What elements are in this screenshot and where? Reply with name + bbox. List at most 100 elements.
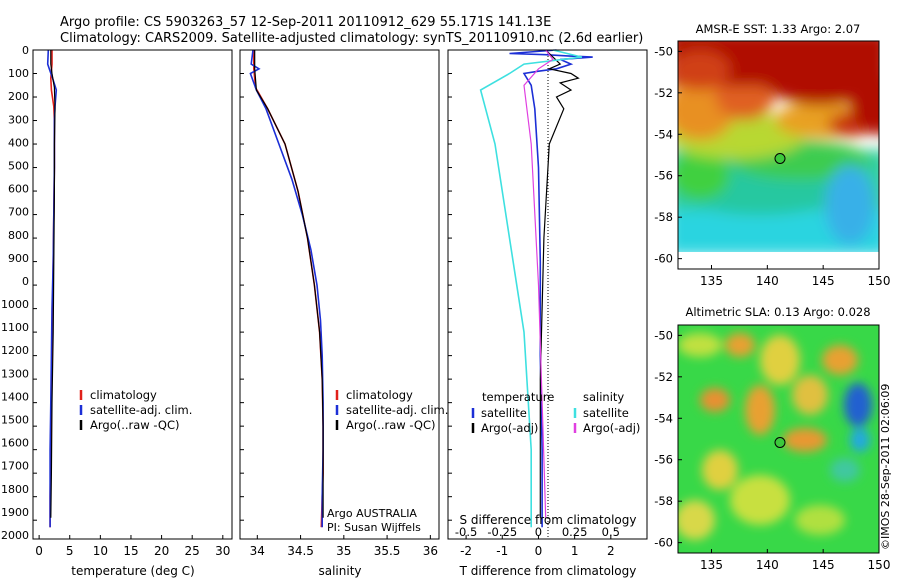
difference-xtick-label: 1 [571, 544, 579, 558]
temperature-ytick-label: 100 [8, 67, 29, 80]
salinity-panel: 34 34.5 35 35.5 36 salinity climatologysatel… [239, 49, 448, 578]
sla-argo-marker [774, 437, 786, 448]
difference-series-salinity-argo-adj- [523, 49, 554, 518]
difference-s-tick-label: -0.5 [455, 525, 477, 539]
salinity-series-climatology [253, 50, 324, 528]
salinity-xtick-label: 35 [336, 544, 351, 558]
difference-legend: temperature salinitysatelliteArgo(-adj)sa… [471, 390, 640, 435]
sla_map-xtick-label: 140 [756, 558, 779, 572]
temperature-xtick-label: 25 [185, 544, 200, 558]
temperature-ytick-label: 1800 [1, 483, 29, 496]
difference-legend-title-salinity: salinity [583, 390, 624, 404]
difference-s-xlabel: S difference from climatology [460, 513, 637, 527]
difference-legend-title-temperature: temperature [482, 390, 554, 404]
difference-xtick-label: 0 [535, 544, 543, 558]
temperature-ytick-label: 700 [8, 206, 29, 219]
difference-xticks: -2 -1 0 1 2 [460, 535, 615, 558]
sla-map-yticks: -50 -52 -54 -56 -58 -60 [654, 328, 682, 550]
sst_map-ytick-label: -52 [654, 86, 673, 100]
difference-series-temperature-satellite [509, 49, 593, 528]
temperature-ytick-label: 2000 [1, 529, 29, 542]
sst_map-ytick-label: -60 [654, 252, 673, 266]
temperature-xtick-label: 0 [35, 544, 43, 558]
sst-map-panel: AMSR-E SST: 1.33 Argo: 2.07 [654, 22, 890, 288]
difference-s-tick-label: 0.5 [602, 525, 620, 539]
difference-lines [448, 49, 593, 528]
temperature-xticks: 0 5 10 15 20 25 30 [35, 535, 230, 558]
salinity-xtick-label: 34.5 [287, 544, 314, 558]
sst_map-ytick-label: -54 [654, 127, 673, 141]
difference-s-tick-label: 0 [535, 525, 542, 539]
salinity-frame [239, 49, 440, 540]
sst_map-xtick-label: 150 [868, 274, 891, 288]
sst-heatmap [678, 41, 879, 269]
temperature-ytick-label: 1900 [1, 506, 29, 519]
sla-map-title: Altimetric SLA: 0.13 Argo: 0.028 [685, 305, 870, 319]
sla_map-xtick-label: 150 [868, 558, 891, 572]
difference-legend-label: satellite [481, 406, 527, 420]
temperature-xtick-label: 15 [123, 544, 138, 558]
sla_map-ytick-label: -58 [654, 494, 673, 508]
difference-series-salinity-satellite [479, 49, 583, 528]
salinity-legend-label: satellite-adj. clim. [346, 403, 448, 417]
figure-title-line2: Climatology: CARS2009. Satellite-adjuste… [60, 31, 643, 46]
sla-map-panel: Altimetric SLA: 0.13 Argo: 0.028 [654, 305, 890, 572]
temperature-legend-label: climatology [90, 388, 157, 402]
difference-legend-label: Argo(-adj) [481, 421, 538, 435]
temperature-xtick-label: 10 [93, 544, 108, 558]
figure-title-line1: Argo profile: CS 5903263_57 12-Sep-2011 … [60, 15, 551, 30]
sla_map-ytick-label: -50 [654, 328, 673, 342]
sla-map-frame [677, 324, 880, 554]
difference-legend-label: satellite [583, 406, 629, 420]
temperature-xtick-label: 5 [66, 544, 74, 558]
sst-map-xticks: 135 140 145 150 [700, 265, 890, 288]
temperature-ytick-label: 1300 [1, 367, 29, 380]
salinity-xlabel: salinity [318, 564, 361, 578]
sst-argo-marker [774, 153, 786, 164]
sst-map-yticks: -50 -52 -54 -56 -58 -60 [654, 44, 682, 266]
temperature-ytick-label: 1700 [1, 460, 29, 473]
salinity-xtick-label: 34 [250, 544, 265, 558]
salinity-xticks: 34 34.5 35 35.5 36 [250, 535, 438, 558]
sst_map-ytick-label: -58 [654, 210, 673, 224]
sla_map-xtick-label: 135 [700, 558, 723, 572]
temperature-ytick-label: 200 [8, 90, 29, 103]
difference-frame [447, 49, 648, 540]
salinity-legend-label: Argo(..raw -QC) [346, 418, 436, 432]
salinity-series-argo-raw-qc- [254, 50, 324, 518]
difference-t-xlabel: T difference from climatology [459, 564, 637, 578]
sla_map-ytick-label: -60 [654, 536, 673, 550]
temperature-xlabel: temperature (deg C) [71, 564, 194, 578]
difference-s-tick-label: 0.25 [562, 525, 588, 539]
salinity-series-satellite-adj-clim- [249, 49, 324, 528]
sst_map-xtick-label: 135 [700, 274, 723, 288]
temperature-ytick-label: 900 [8, 252, 29, 265]
temperature-frame [32, 49, 233, 540]
difference-panel: -2 -1 0 1 2 S difference from climatology -0… [447, 49, 648, 578]
temperature-xtick-label: 20 [154, 544, 169, 558]
temperature-legend-label: satellite-adj. clim. [90, 403, 192, 417]
sst-map-frame [677, 40, 880, 270]
difference-xtick-label: -1 [496, 544, 508, 558]
temperature-legend-label: Argo(..raw -QC) [90, 418, 180, 432]
difference-xtick-label: 2 [607, 544, 615, 558]
sst_map-ytick-label: -56 [654, 169, 673, 183]
temperature-panel: 0100200300400500600700800900010001100120… [1, 44, 233, 578]
sla_map-ytick-label: -52 [654, 370, 673, 384]
salinity-xtick-label: 35.5 [374, 544, 401, 558]
temperature-ytick-label: 1000 [1, 298, 29, 311]
temperature-series-argo-raw-qc- [50, 50, 56, 518]
salinity-legend-label: climatology [346, 388, 413, 402]
sla_map-ytick-label: -54 [654, 411, 673, 425]
sst_map-ytick-label: -50 [654, 44, 673, 58]
temperature-ytick-label: 1100 [1, 321, 29, 334]
temperature-ytick-label: 0 [22, 275, 29, 288]
salinity-lines [240, 49, 324, 528]
sla_map-xtick-label: 145 [812, 558, 835, 572]
temperature-lines [46, 49, 58, 528]
sst_map-xtick-label: 140 [756, 274, 779, 288]
sla-heatmap [678, 325, 879, 553]
sla_map-ytick-label: -56 [654, 453, 673, 467]
